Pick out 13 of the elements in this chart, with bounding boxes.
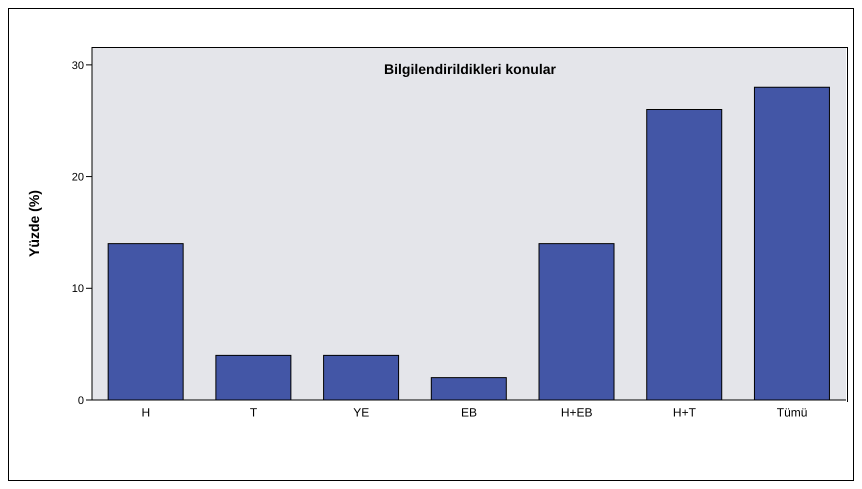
y-tick-label: 0 — [78, 394, 84, 407]
y-tick-label: 30 — [72, 60, 84, 72]
x-tick-label: YE — [353, 406, 370, 420]
x-tick-label: EB — [460, 406, 478, 420]
x-tick-label: T — [250, 406, 258, 420]
x-tick-label: H+T — [672, 406, 697, 420]
x-tick-label: H — [142, 406, 150, 420]
y-axis-title: Yüzde (%) — [26, 190, 42, 257]
x-tick-label: H+EB — [560, 406, 593, 420]
x-tick-label: Tümü — [776, 406, 808, 420]
y-tick-label: 10 — [72, 283, 84, 296]
y-tick-label: 20 — [72, 171, 84, 184]
text: Bilgilendirildikleri konular — [383, 61, 557, 77]
